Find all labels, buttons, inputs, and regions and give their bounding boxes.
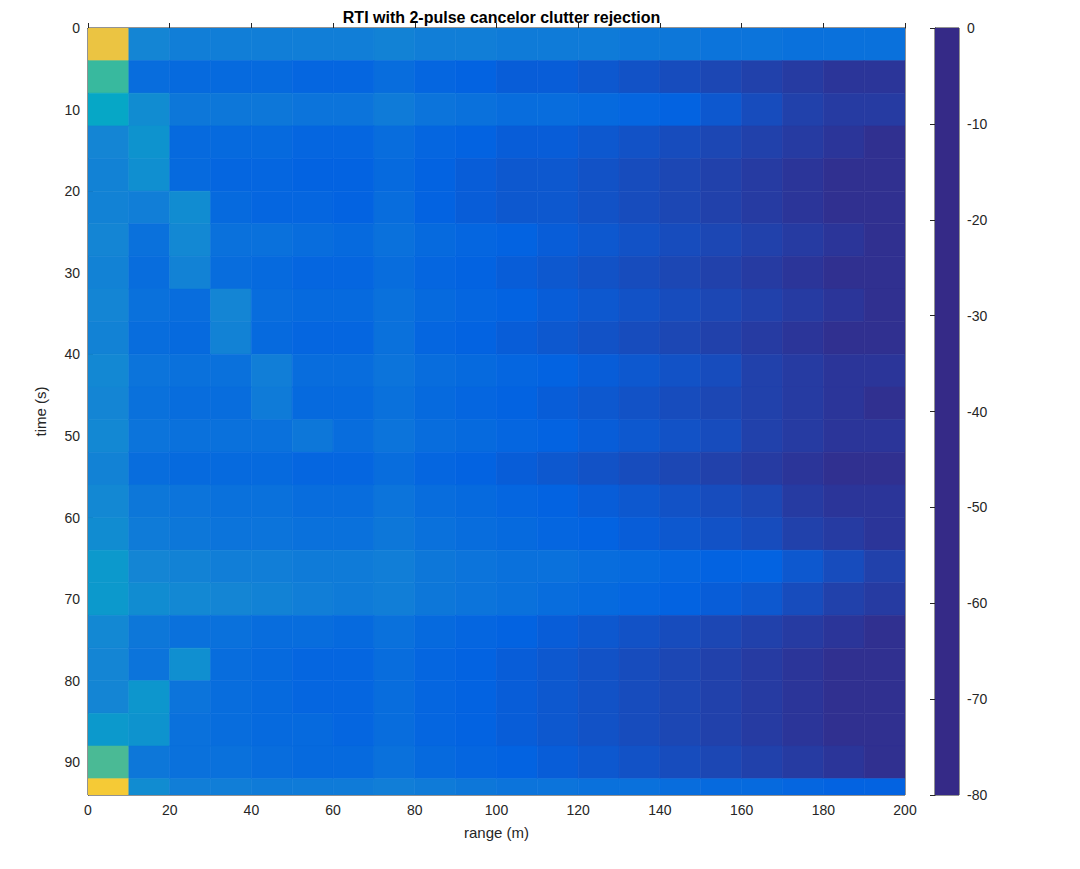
svg-text:80: 80 xyxy=(407,802,423,818)
svg-text:0: 0 xyxy=(72,20,80,36)
svg-text:-60: -60 xyxy=(967,595,987,611)
svg-text:-70: -70 xyxy=(967,691,987,707)
svg-text:80: 80 xyxy=(64,673,80,689)
svg-text:20: 20 xyxy=(64,183,80,199)
svg-text:180: 180 xyxy=(812,802,836,818)
svg-text:-40: -40 xyxy=(967,404,987,420)
svg-text:10: 10 xyxy=(64,102,80,118)
svg-text:0: 0 xyxy=(967,20,975,36)
svg-text:-30: -30 xyxy=(967,308,987,324)
svg-text:20: 20 xyxy=(162,802,178,818)
svg-text:40: 40 xyxy=(64,346,80,362)
svg-text:range (m): range (m) xyxy=(464,824,529,841)
svg-text:RTI with 2-pulse cancelor clut: RTI with 2-pulse cancelor clutter reject… xyxy=(343,9,660,26)
svg-text:30: 30 xyxy=(64,265,80,281)
svg-text:60: 60 xyxy=(325,802,341,818)
svg-text:160: 160 xyxy=(730,802,754,818)
svg-text:90: 90 xyxy=(64,754,80,770)
svg-text:100: 100 xyxy=(485,802,509,818)
svg-text:50: 50 xyxy=(64,428,80,444)
svg-text:120: 120 xyxy=(567,802,591,818)
svg-text:40: 40 xyxy=(244,802,260,818)
svg-text:-80: -80 xyxy=(967,787,987,803)
svg-text:60: 60 xyxy=(64,510,80,526)
svg-text:time (s): time (s) xyxy=(32,387,49,437)
svg-text:-20: -20 xyxy=(967,212,987,228)
svg-text:0: 0 xyxy=(84,802,92,818)
svg-text:70: 70 xyxy=(64,591,80,607)
svg-text:200: 200 xyxy=(893,802,917,818)
svg-text:-50: -50 xyxy=(967,499,987,515)
svg-text:-10: -10 xyxy=(967,116,987,132)
svg-text:140: 140 xyxy=(648,802,672,818)
